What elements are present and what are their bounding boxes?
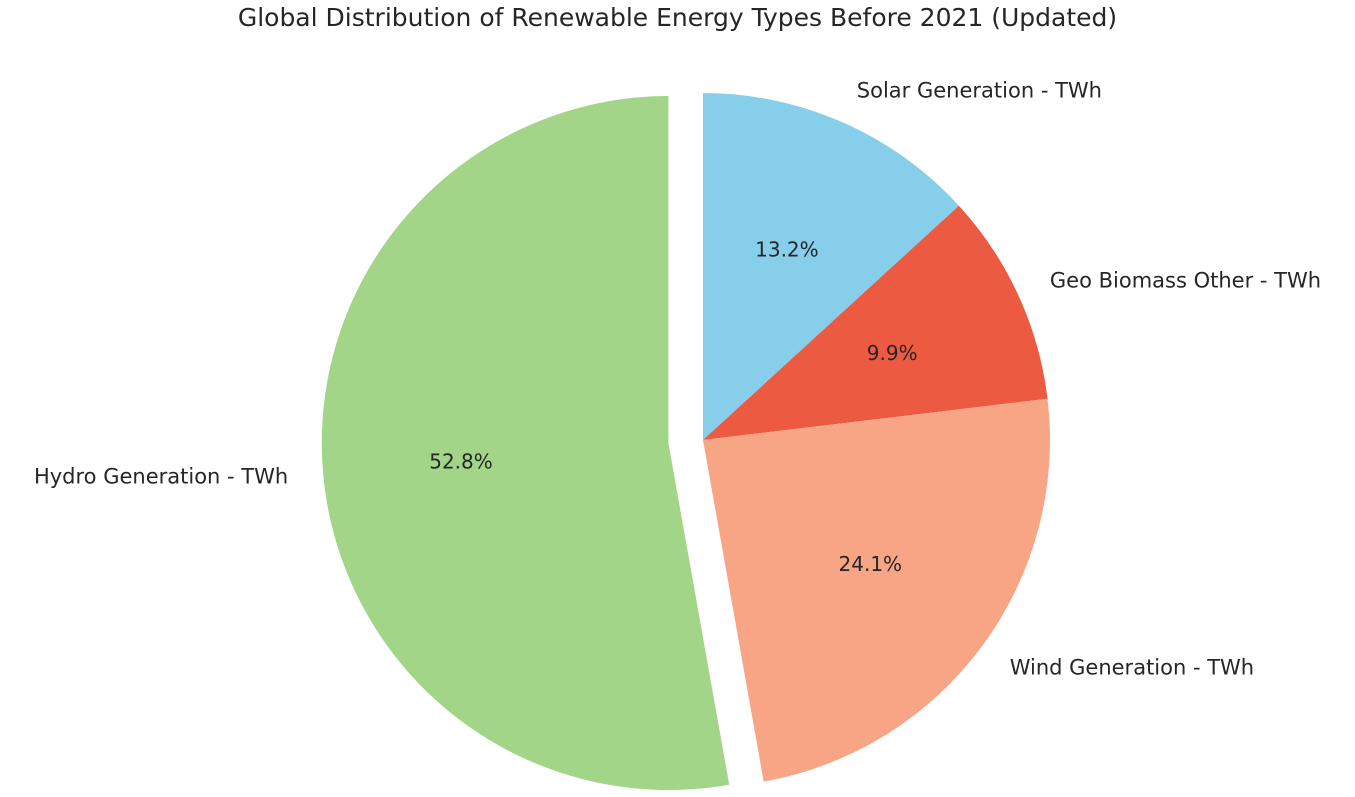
pie-category-label-2: Wind Generation - TWh	[1010, 655, 1254, 679]
pie-slice-0	[703, 93, 959, 440]
pie-category-label-0: Solar Generation - TWh	[857, 79, 1102, 103]
pie-slice-1	[703, 205, 1048, 440]
chart-title: Global Distribution of Renewable Energy …	[237, 3, 1118, 32]
pie-percent-label-1: 9.9%	[867, 341, 918, 365]
pie-slice-3	[321, 96, 730, 790]
pie-category-label-3: Hydro Generation - TWh	[34, 465, 288, 489]
pie-percent-label-2: 24.1%	[839, 552, 903, 576]
pie-slice-2	[703, 398, 1050, 782]
pie-category-label-1: Geo Biomass Other - TWh	[1050, 269, 1321, 293]
pie-percent-label-3: 52.8%	[429, 449, 493, 473]
pie-percent-label-0: 13.2%	[755, 237, 819, 261]
